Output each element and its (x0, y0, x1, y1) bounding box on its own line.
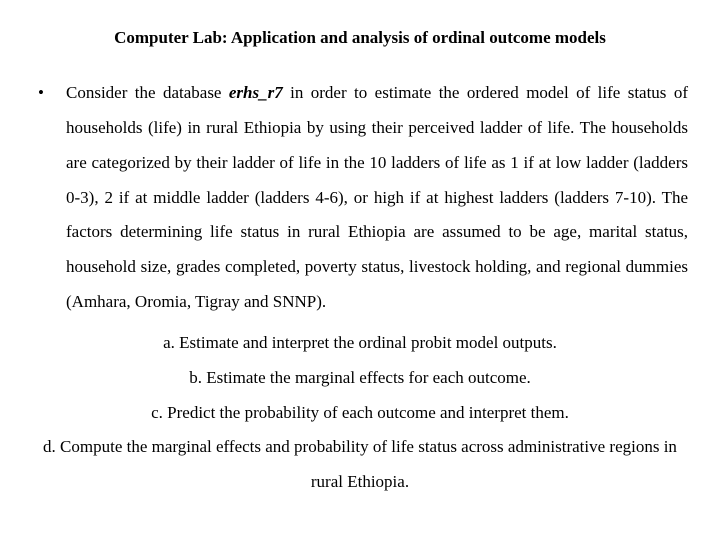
paragraph-rest: in order to estimate the ordered model o… (66, 83, 688, 311)
document-page: Computer Lab: Application and analysis o… (0, 0, 720, 520)
database-name: erhs_r7 (229, 83, 283, 102)
subitem-a: a. Estimate and interpret the ordinal pr… (32, 326, 688, 361)
page-title: Computer Lab: Application and analysis o… (32, 28, 688, 48)
paragraph-body: Consider the database erhs_r7 in order t… (66, 76, 688, 320)
bullet-item: • Consider the database erhs_r7 in order… (32, 76, 688, 320)
bullet-glyph: • (32, 76, 66, 111)
subitems-block: a. Estimate and interpret the ordinal pr… (32, 326, 688, 500)
paragraph-lead: Consider the database (66, 83, 229, 102)
subitem-b: b. Estimate the marginal effects for eac… (32, 361, 688, 396)
subitem-d: d. Compute the marginal effects and prob… (32, 430, 688, 500)
subitem-c: c. Predict the probability of each outco… (32, 396, 688, 431)
